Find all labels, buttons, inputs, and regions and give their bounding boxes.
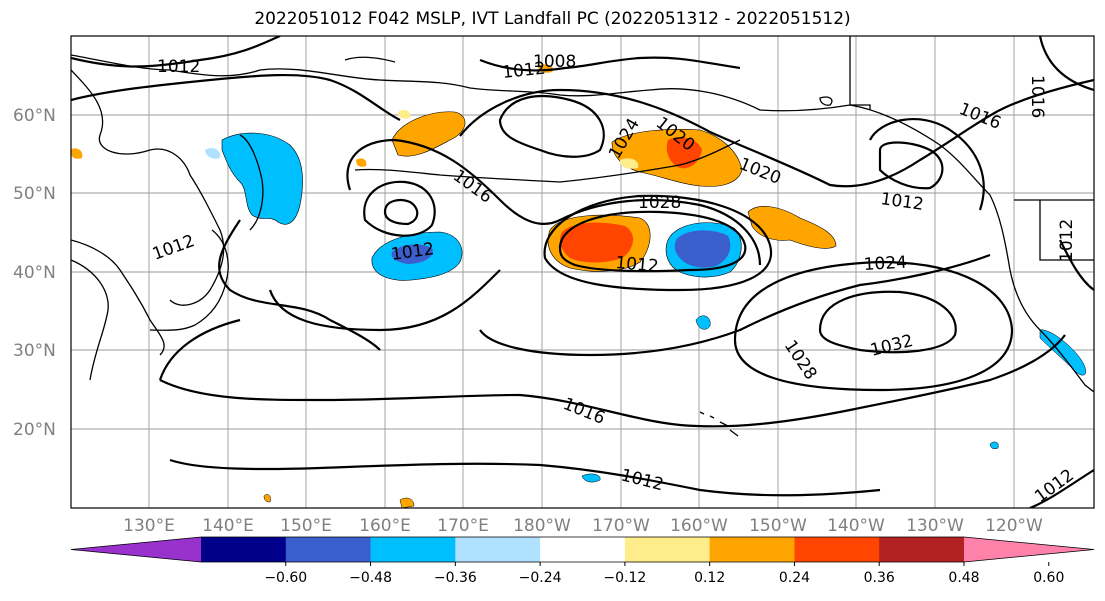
lon-label: 140°W: [827, 516, 885, 536]
isobar-label: 1012: [1057, 219, 1077, 262]
colorbar-tick-label: −0.12: [603, 570, 646, 586]
colorbar-extend-max: [964, 537, 1094, 562]
colorbar: −0.60 −0.48 −0.36 −0.24 −0.12 0.12 0.24 0.36 0.4…: [70, 536, 1095, 586]
colorbar-segment: [709, 537, 795, 562]
isobar-label: 1028: [638, 193, 681, 213]
isobar-label: 1012: [157, 57, 200, 77]
isobar-label: 1012: [615, 253, 660, 277]
colorbar-tick-label: −0.48: [349, 570, 392, 586]
lon-label: 130°E: [123, 516, 175, 536]
colorbar-tick-label: −0.24: [519, 570, 562, 586]
positive-anomaly-bering: [391, 111, 466, 157]
isobars: [71, 36, 1094, 508]
colorbar-segment: [201, 537, 287, 562]
colorbar-outline: [70, 536, 1095, 563]
colorbar-segment: [540, 537, 626, 562]
colorbar-tick-label: −0.36: [434, 570, 477, 586]
colorbar-segment: [794, 537, 880, 562]
coastlines: [71, 36, 1094, 437]
lat-label: 20°N: [13, 420, 56, 440]
lon-label: 120°W: [985, 516, 1043, 536]
longitude-labels: 130°E 140°E 150°E 160°E 170°E 180°W 170°…: [123, 516, 1043, 536]
map-title: 2022051012 F042 MSLP, IVT Landfall PC (2…: [254, 9, 851, 29]
lon-label: 180°W: [513, 516, 571, 536]
latitude-labels: 60°N 50°N 40°N 30°N 20°N: [13, 106, 56, 440]
colorbar-tick-label: 0.12: [694, 570, 725, 586]
isobar-label: 1012: [501, 59, 546, 83]
colorbar-segment: [624, 537, 711, 562]
positive-anomaly-150w: [747, 206, 837, 249]
colorbar-segment: [285, 537, 372, 562]
gridlines: [71, 36, 1094, 508]
colorbar-tick-label: 0.36: [864, 570, 895, 586]
lon-label: 160°W: [670, 516, 728, 536]
colorbar-tick-label: −0.60: [264, 570, 307, 586]
colorbar-extend-min: [71, 537, 201, 562]
lat-label: 30°N: [13, 341, 56, 361]
colorbar-tick-label: 0.60: [1033, 570, 1064, 586]
lon-label: 130°W: [906, 516, 964, 536]
lon-label: 160°E: [359, 516, 411, 536]
lon-label: 170°W: [592, 516, 650, 536]
colorbar-segment: [879, 537, 965, 562]
lon-label: 150°E: [280, 516, 332, 536]
lon-label: 140°E: [202, 516, 254, 536]
colorbar-tick-label: 0.48: [948, 570, 979, 586]
lon-label: 170°E: [437, 516, 489, 536]
isobar-label: 1024: [863, 253, 907, 275]
isobar-label: 1016: [1027, 75, 1047, 118]
colorbar-tick-label: 0.24: [779, 570, 810, 586]
lat-label: 40°N: [13, 263, 56, 283]
isobar-label: 1008: [533, 52, 576, 72]
colorbar-segment: [455, 537, 541, 562]
colorbar-segment: [370, 537, 456, 562]
lat-label: 50°N: [13, 184, 56, 204]
map-frame: [70, 35, 1095, 509]
lat-label: 60°N: [13, 106, 56, 126]
lon-label: 150°W: [749, 516, 807, 536]
